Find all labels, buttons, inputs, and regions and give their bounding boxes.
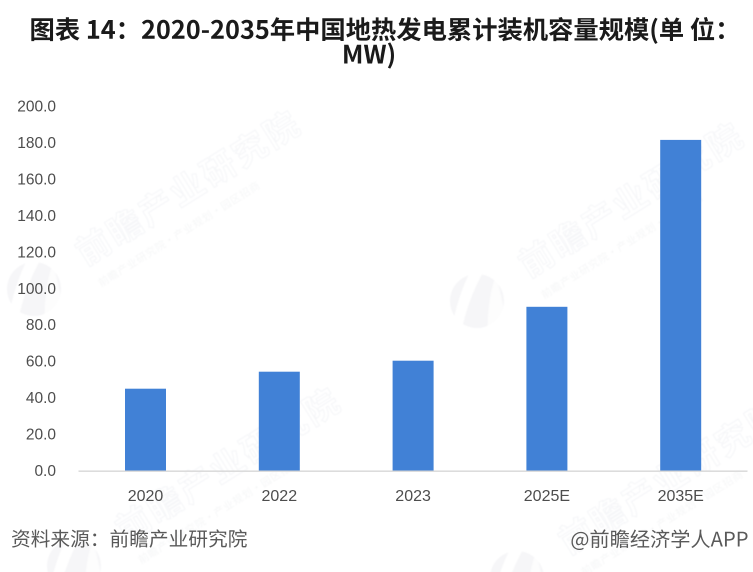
svg-text:2025E: 2025E <box>524 488 570 505</box>
svg-text:200.0: 200.0 <box>17 99 56 116</box>
svg-text:60.0: 60.0 <box>26 354 57 371</box>
svg-text:120.0: 120.0 <box>17 244 56 261</box>
svg-text:2020: 2020 <box>128 488 164 505</box>
svg-text:180.0: 180.0 <box>17 135 56 152</box>
svg-text:100.0: 100.0 <box>17 281 56 298</box>
svg-text:80.0: 80.0 <box>26 317 57 334</box>
svg-text:2022: 2022 <box>262 488 298 505</box>
svg-text:2023: 2023 <box>395 488 431 505</box>
svg-text:160.0: 160.0 <box>17 172 56 189</box>
svg-text:0.0: 0.0 <box>34 463 56 480</box>
svg-text:40.0: 40.0 <box>26 390 57 407</box>
svg-text:2035E: 2035E <box>658 488 704 505</box>
svg-text:20.0: 20.0 <box>26 426 57 443</box>
svg-text:140.0: 140.0 <box>17 208 56 225</box>
